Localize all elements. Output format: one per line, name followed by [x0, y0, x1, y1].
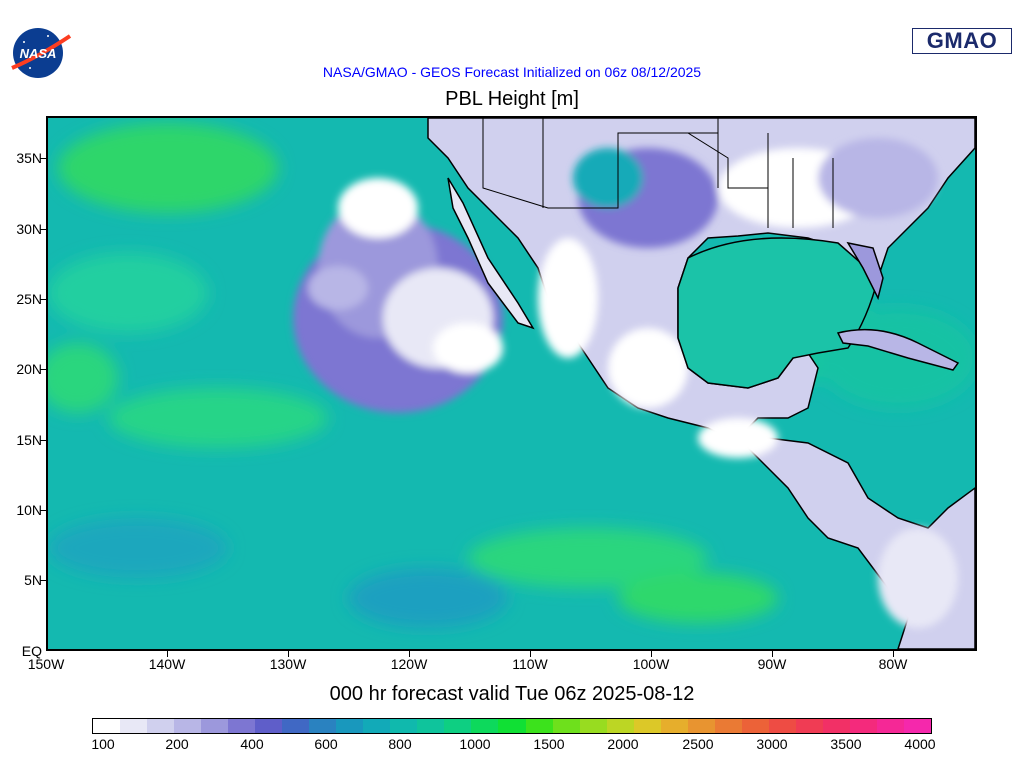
colorbar-label-600: 600 [314, 736, 338, 752]
colorbar-label-800: 800 [388, 736, 412, 752]
colorbar-swatch-13 [444, 719, 472, 733]
colorbar-swatch-12 [417, 719, 445, 733]
lon-label-80w: 80W [878, 656, 908, 672]
lon-tick [409, 651, 410, 657]
colorbar-swatch-8 [309, 719, 337, 733]
colorbar-swatch-7 [282, 719, 310, 733]
gmao-logo: GMAO [912, 28, 1012, 54]
colorbar-label-400: 400 [240, 736, 264, 752]
colorbar-swatch-29 [876, 719, 904, 733]
colorbar-swatch-4 [201, 719, 229, 733]
colorbar-swatch-10 [363, 719, 391, 733]
lat-label-10n: 10N [16, 502, 42, 518]
colorbar-swatch-22 [687, 719, 715, 733]
colorbar-swatch-3 [174, 719, 202, 733]
colorbar-label-4000: 4000 [904, 736, 936, 752]
colorbar-label-1000: 1000 [459, 736, 491, 752]
lon-label-130w: 130W [269, 656, 307, 672]
nasa-logo: NASA [10, 26, 72, 80]
lat-label-30n: 30N [16, 221, 42, 237]
colorbar-swatch-1 [120, 719, 148, 733]
colorbar-swatch-18 [579, 719, 607, 733]
lon-label-120w: 120W [390, 656, 428, 672]
colorbar-swatch-5 [228, 719, 256, 733]
colorbar-label-1500: 1500 [533, 736, 565, 752]
lat-label-15n: 15N [16, 432, 42, 448]
pbl-height-map [46, 116, 977, 651]
forecast-subtitle: NASA/GMAO - GEOS Forecast Initialized on… [322, 64, 702, 80]
lon-label-110w: 110W [512, 656, 548, 672]
lat-tick [40, 158, 46, 159]
baja-peninsula [447, 177, 535, 330]
lon-tick [530, 651, 531, 657]
colorbar-swatch-17 [552, 719, 580, 733]
lon-tick [772, 651, 773, 657]
colorbar-swatch-25 [768, 719, 796, 733]
colorbar-swatch-2 [147, 719, 175, 733]
colorbar-swatch-11 [390, 719, 418, 733]
colorbar-label-100: 100 [91, 736, 115, 752]
colorbar-label-2000: 2000 [607, 736, 639, 752]
colorbar-swatch-30 [903, 719, 931, 733]
colorbar-label-2500: 2500 [682, 736, 714, 752]
forecast-valid-time: 000 hr forecast valid Tue 06z 2025-08-12 [329, 683, 695, 705]
lat-tick [40, 299, 46, 300]
lon-label-140w: 140W [148, 656, 186, 672]
lat-label-5n: 5N [24, 572, 42, 588]
colorbar-swatch-21 [660, 719, 688, 733]
lat-label-20n: 20N [16, 361, 42, 377]
state-borders [482, 118, 834, 228]
lat-label-eq: EQ [21, 643, 42, 659]
map-field [48, 118, 975, 649]
colorbar-swatch-9 [336, 719, 364, 733]
lon-label-150w: 150W [27, 656, 65, 672]
lon-label-90w: 90W [757, 656, 787, 672]
colorbar-swatch-0 [93, 719, 121, 733]
colorbar-swatch-24 [741, 719, 769, 733]
nasa-logo-text: NASA [20, 46, 57, 61]
lat-tick [40, 510, 46, 511]
colorbar-swatch-15 [498, 719, 526, 733]
colorbar-swatch-23 [714, 719, 742, 733]
lon-tick [651, 651, 652, 657]
gmao-logo-text: GMAO [926, 28, 998, 53]
lat-tick [40, 369, 46, 370]
florida-peninsula [846, 241, 884, 301]
colorbar [92, 718, 932, 734]
colorbar-swatch-19 [606, 719, 634, 733]
colorbar-swatch-20 [633, 719, 661, 733]
colorbar-swatch-28 [849, 719, 877, 733]
lat-tick [40, 440, 46, 441]
colorbar-swatch-27 [822, 719, 850, 733]
colorbar-swatch-26 [795, 719, 823, 733]
colorbar-label-200: 200 [165, 736, 189, 752]
colorbar-label-3000: 3000 [756, 736, 788, 752]
lon-tick [288, 651, 289, 657]
lon-tick [167, 651, 168, 657]
colorbar-swatch-16 [525, 719, 553, 733]
cuba-island [836, 328, 960, 371]
lat-label-35n: 35N [16, 150, 42, 166]
lat-label-25n: 25N [16, 291, 42, 307]
lon-tick [893, 651, 894, 657]
colorbar-label-3500: 3500 [830, 736, 862, 752]
map-title: PBL Height [m] [445, 88, 579, 110]
colorbar-swatch-6 [255, 719, 283, 733]
colorbar-swatch-14 [471, 719, 499, 733]
lat-tick [40, 229, 46, 230]
lon-label-100w: 100W [632, 656, 670, 672]
lat-tick [40, 580, 46, 581]
